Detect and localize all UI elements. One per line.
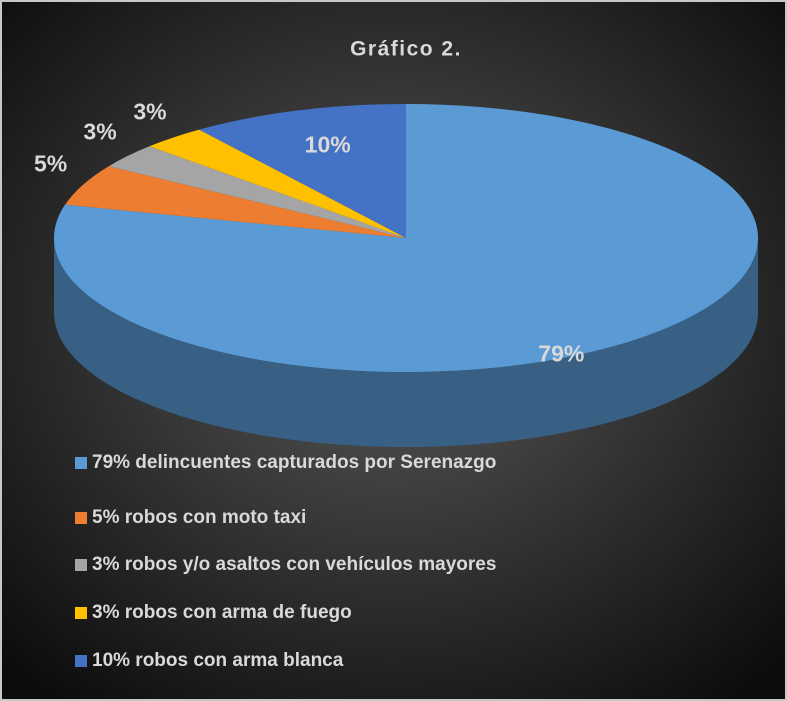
legend-swatch	[75, 457, 87, 469]
pie-slice	[199, 104, 406, 238]
legend-swatch	[75, 607, 87, 619]
legend-swatch	[75, 655, 87, 667]
legend-label: 10% robos con arma blanca	[92, 650, 344, 671]
legend-swatch	[75, 512, 87, 524]
legend-label: 79% delincuentes capturados por Serenazg…	[92, 452, 496, 473]
pie-slice	[53, 104, 758, 373]
pie-slice	[149, 129, 406, 238]
data-label: 79%	[538, 341, 584, 367]
legend-label: 3% robos con arma de fuego	[92, 602, 352, 623]
data-label: 5%	[34, 151, 67, 177]
legend-label: 5% robos con moto taxi	[92, 507, 306, 528]
pie-side	[54, 238, 758, 447]
data-label: 3%	[83, 119, 116, 145]
pie-slice	[108, 146, 406, 238]
data-label: 3%	[133, 99, 166, 125]
pie-slice	[65, 166, 407, 238]
chart-title: Gráfico 2.	[350, 38, 462, 61]
legend-swatch	[75, 559, 87, 571]
legend-label: 3% robos y/o asaltos con vehículos mayor…	[92, 554, 496, 575]
data-label: 10%	[305, 131, 351, 157]
